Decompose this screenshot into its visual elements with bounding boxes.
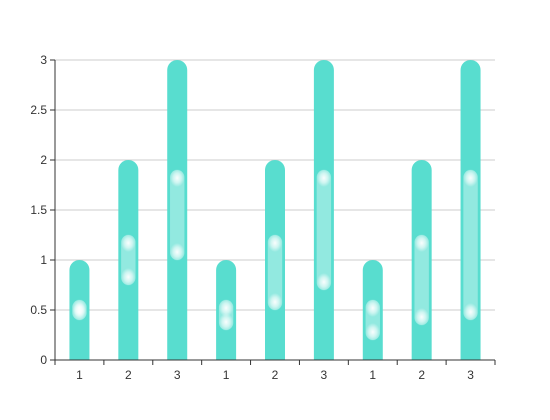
bar-group	[362, 260, 383, 360]
y-tick-label: 1.5	[30, 203, 47, 217]
bar	[411, 160, 432, 360]
x-tick-label: 2	[125, 368, 132, 382]
bar-highlight-bottom	[170, 243, 185, 261]
bar-group	[167, 60, 188, 360]
bar-highlight-top	[267, 234, 283, 252]
bar	[118, 160, 139, 360]
bar	[460, 60, 481, 360]
bar-highlight	[267, 235, 283, 310]
x-tick-label: 3	[467, 368, 474, 382]
x-tick-label: 3	[321, 368, 328, 382]
bar-highlight	[414, 235, 429, 325]
bar-highlight	[170, 170, 185, 260]
bar-group	[118, 160, 139, 360]
bar-group	[411, 160, 432, 360]
tick-labels: 0 0.5 1 1.5 2 2.5 3 1 2 3 1 2 3 1 2 3	[30, 53, 474, 382]
y-tick-label: 1	[40, 253, 47, 267]
x-tick-label: 1	[223, 368, 230, 382]
bar-highlight-bottom	[365, 323, 380, 341]
bar-highlight-bottom	[267, 293, 283, 311]
bars	[69, 60, 481, 360]
y-tick-label: 2	[40, 153, 47, 167]
x-tick-label: 3	[174, 368, 181, 382]
bar-highlight-bottom	[218, 313, 234, 331]
y-tick-label: 2.5	[30, 103, 47, 117]
bar-highlight-top	[218, 299, 234, 317]
bar-group	[460, 60, 481, 360]
bar-highlight-bottom	[316, 273, 332, 291]
bar-highlight-top	[365, 299, 380, 317]
bar-group	[265, 160, 285, 360]
x-tick-label: 2	[272, 368, 279, 382]
bar-group	[69, 260, 90, 360]
x-tick-label: 1	[76, 368, 83, 382]
axes	[50, 59, 496, 365]
bar-highlight-top	[414, 234, 429, 252]
x-tick-label: 1	[369, 368, 376, 382]
bar	[265, 160, 285, 360]
bar-highlight	[316, 170, 332, 290]
bar-group	[313, 60, 334, 360]
x-tick-label: 2	[418, 368, 425, 382]
bar-highlight-top	[463, 169, 478, 187]
y-tick-label: 0.5	[30, 303, 47, 317]
bar-highlight	[463, 170, 478, 320]
bar-highlight-bottom	[463, 303, 478, 321]
bar-group	[216, 260, 237, 360]
bar-highlight-top	[170, 169, 185, 187]
bar-highlight-bottom	[121, 268, 136, 286]
bar	[167, 60, 188, 360]
bar-highlight-bottom	[72, 303, 87, 321]
y-tick-label: 0	[40, 353, 47, 367]
bar-highlight-top	[316, 169, 332, 187]
bar-highlight-bottom	[414, 308, 429, 326]
bar-highlight-top	[121, 234, 136, 252]
y-tick-label: 3	[40, 53, 47, 67]
